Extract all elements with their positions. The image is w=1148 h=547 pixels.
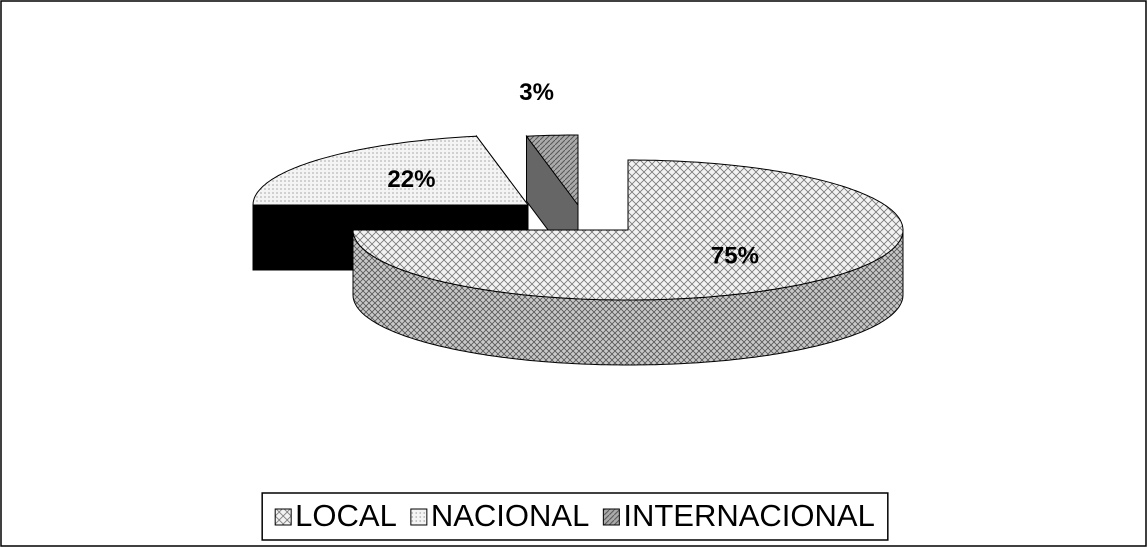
legend-box: [261, 492, 889, 541]
data-label: 3%: [519, 79, 554, 106]
legend-label: LOCAL: [295, 498, 397, 533]
pie: 75% 22% 3%: [252, 79, 904, 366]
legend-label: INTERNACIONAL: [623, 498, 874, 533]
slice: [525, 134, 579, 207]
legend-swatch: [274, 508, 292, 526]
slice: [252, 135, 529, 206]
legend-swatch: [602, 508, 620, 526]
slice: [352, 159, 904, 301]
legend-swatch: [410, 508, 428, 526]
data-label: 75%: [711, 243, 759, 270]
legend: LOCAL NACIONAL INTERNACIONAL: [261, 492, 889, 541]
data-label: 22%: [387, 166, 435, 193]
legend-label: NACIONAL: [431, 498, 589, 533]
